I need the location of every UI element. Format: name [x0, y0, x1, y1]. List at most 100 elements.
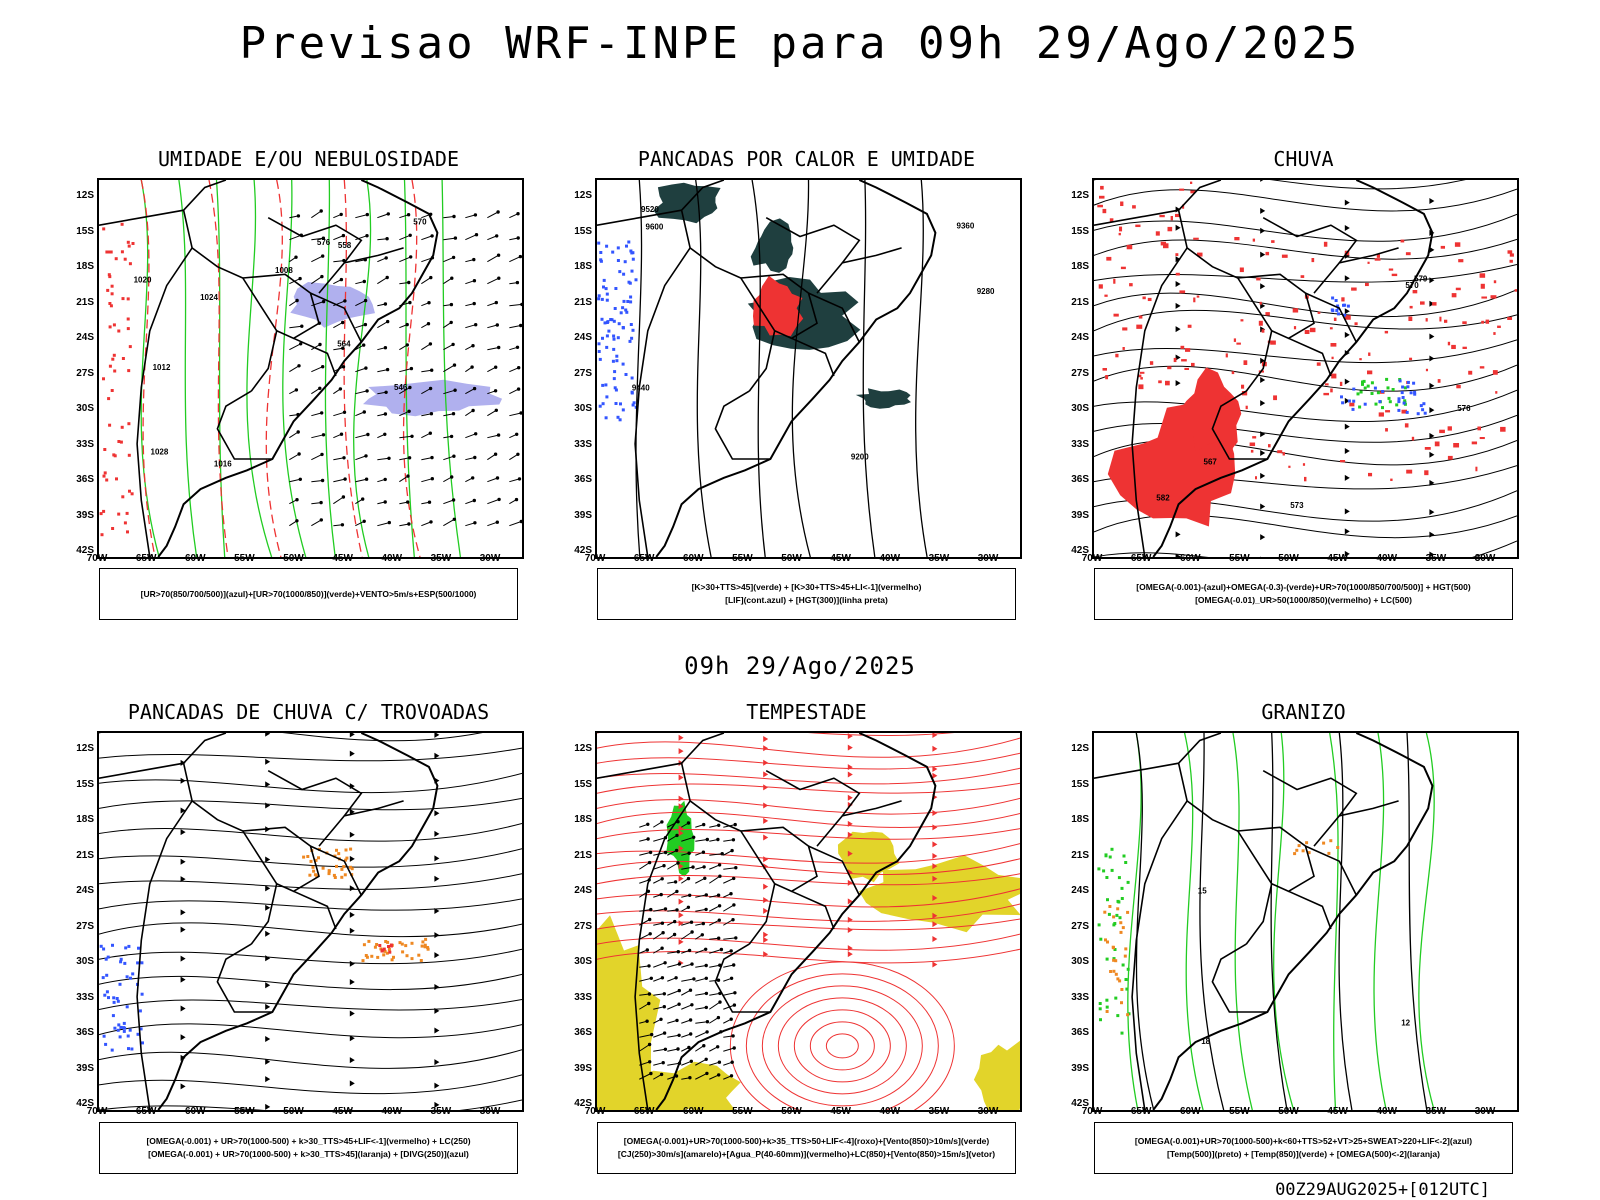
- longitude-label: 30W: [977, 1106, 999, 1117]
- country-border: [765, 217, 861, 264]
- jet-yellow-area: [837, 831, 900, 883]
- country-border: [680, 763, 776, 885]
- country-border: [1131, 247, 1188, 557]
- latitude-label: 27S: [76, 920, 94, 932]
- latitude-label: 24S: [574, 885, 592, 896]
- country-border: [680, 210, 776, 332]
- lc250-streamlines: [99, 733, 522, 1110]
- legend-line: [OMEGA(-0.001)+UR>70(1000-500)+k>35_TTS>…: [623, 1136, 990, 1146]
- country-border: [1177, 763, 1273, 885]
- coastline: [1152, 733, 1434, 1110]
- latitude-label: 21S: [76, 296, 94, 308]
- latitude-label: 24S: [1071, 885, 1089, 896]
- latitude-label: 27S: [574, 920, 592, 932]
- longitude-label: 60W: [184, 1106, 206, 1117]
- latitude-label: 36S: [574, 474, 592, 485]
- humidity-blue-area: [363, 379, 503, 417]
- forecast-run-label: 00Z29AUG2025+[012UTC]: [1275, 1180, 1490, 1200]
- legend-line: [LIF](cont.azul) + [HGT(300)](linha pret…: [725, 595, 888, 605]
- country-border: [597, 180, 725, 226]
- country-border: [1262, 217, 1358, 264]
- latitude-label: 24S: [76, 885, 94, 896]
- legend-line: [UR>70(850/700/500)](azul)+[UR>70(1000/8…: [140, 588, 477, 599]
- latitude-label: 42S: [574, 545, 592, 556]
- longitude-label: 35W: [1425, 1106, 1447, 1117]
- country-border: [1094, 733, 1222, 779]
- latitude-label: 27S: [76, 367, 94, 379]
- legend-box: [OMEGA(-0.001)+UR>70(1000-500)+k<60+TTS>…: [1094, 1122, 1513, 1174]
- country-border: [267, 217, 363, 264]
- latitude-label: 42S: [1071, 1098, 1089, 1109]
- wind850-green-area: [666, 800, 695, 877]
- longitude-label: 65W: [135, 553, 157, 564]
- latitude-label: 27S: [574, 367, 592, 379]
- contour-label: 9280: [977, 287, 995, 296]
- instability-dark-area: [855, 388, 911, 409]
- latitude-label: 42S: [574, 1098, 592, 1109]
- coastline: [1152, 180, 1434, 557]
- latitude-label: 33S: [1071, 991, 1089, 1003]
- latitude-label: 30S: [574, 403, 592, 414]
- longitude-label: 55W: [1229, 1106, 1250, 1117]
- contour-label: 9520: [641, 205, 659, 214]
- contour-label: 576: [317, 238, 331, 247]
- longitude-label: 50W: [283, 553, 304, 564]
- country-border: [1237, 826, 1315, 945]
- longitude-label: 65W: [633, 1106, 655, 1117]
- thickness-red-contours: [140, 180, 421, 557]
- latitude-label: 36S: [76, 474, 94, 485]
- wind-vectors: [639, 820, 738, 1080]
- panel-title: UMIDADE E/OU NEBULOSIDADE: [157, 147, 460, 171]
- contour-label: 582: [1156, 493, 1170, 502]
- country-border: [1305, 292, 1358, 343]
- lif-blue-contours: [597, 240, 638, 422]
- omega-orange-speckle: [1103, 905, 1130, 1017]
- country-border: [310, 845, 363, 896]
- coastline: [157, 180, 439, 557]
- longitude-label: 70W: [584, 1106, 606, 1117]
- latitude-label: 36S: [1071, 474, 1089, 485]
- longitude-label: 55W: [234, 553, 255, 564]
- panel-title: PANCADAS POR CALOR E UMIDADE: [637, 147, 976, 171]
- country-border: [1313, 800, 1399, 847]
- longitude-label: 35W: [430, 1106, 452, 1117]
- legend-line: [OMEGA(-0.001)-(azul)+OMEGA(-0.3)-(verde…: [1136, 582, 1471, 592]
- longitude-label: 70W: [1081, 1106, 1103, 1117]
- country-border: [1211, 390, 1268, 460]
- contour-label: 570: [413, 218, 427, 227]
- longitude-label: 30W: [1474, 1106, 1496, 1117]
- longitude-label: 40W: [381, 553, 403, 564]
- hgt300-contours: [635, 180, 928, 557]
- country-border: [1262, 770, 1358, 817]
- legend-line: [OMEGA(-0.001)+UR>70(1000-500)+k<60+TTS>…: [1134, 1136, 1473, 1146]
- longitude-label: 30W: [1474, 553, 1496, 564]
- country-border: [714, 943, 771, 1013]
- humidity-blue-area: [290, 282, 375, 328]
- latitude-label: 15S: [76, 225, 94, 237]
- latitude-label: 21S: [1071, 296, 1089, 308]
- country-border: [136, 800, 193, 1110]
- latitude-label: 30S: [1071, 403, 1089, 414]
- longitude-label: 35W: [1425, 553, 1447, 564]
- country-border: [791, 337, 835, 377]
- contour-label: 576: [1457, 404, 1471, 413]
- latitude-label: 33S: [76, 438, 94, 450]
- divergence-blue-speckle: [99, 943, 144, 1052]
- contour-label: 15: [1198, 887, 1207, 896]
- coastline: [655, 733, 937, 1110]
- wind-vectors: [289, 209, 522, 527]
- latitude-label: 27S: [1071, 920, 1089, 932]
- latitude-label: 36S: [574, 1027, 592, 1038]
- country-border: [740, 273, 818, 392]
- map-area: [595, 731, 1022, 1112]
- longitude-label: 40W: [1376, 1106, 1398, 1117]
- country-border: [99, 180, 227, 226]
- country-border: [318, 800, 404, 847]
- contour-label: 18: [1201, 1037, 1210, 1046]
- page-title: Previsao WRF-INPE para 09h 29/Ago/2025: [239, 18, 1361, 69]
- longitude-label: 45W: [1327, 553, 1348, 564]
- legend-line: [Temp(500)](preto) + [Temp(850)](verde) …: [1167, 1149, 1440, 1159]
- country-border: [1305, 845, 1358, 896]
- longitude-label: 70W: [86, 553, 108, 564]
- latitude-label: 21S: [76, 849, 94, 861]
